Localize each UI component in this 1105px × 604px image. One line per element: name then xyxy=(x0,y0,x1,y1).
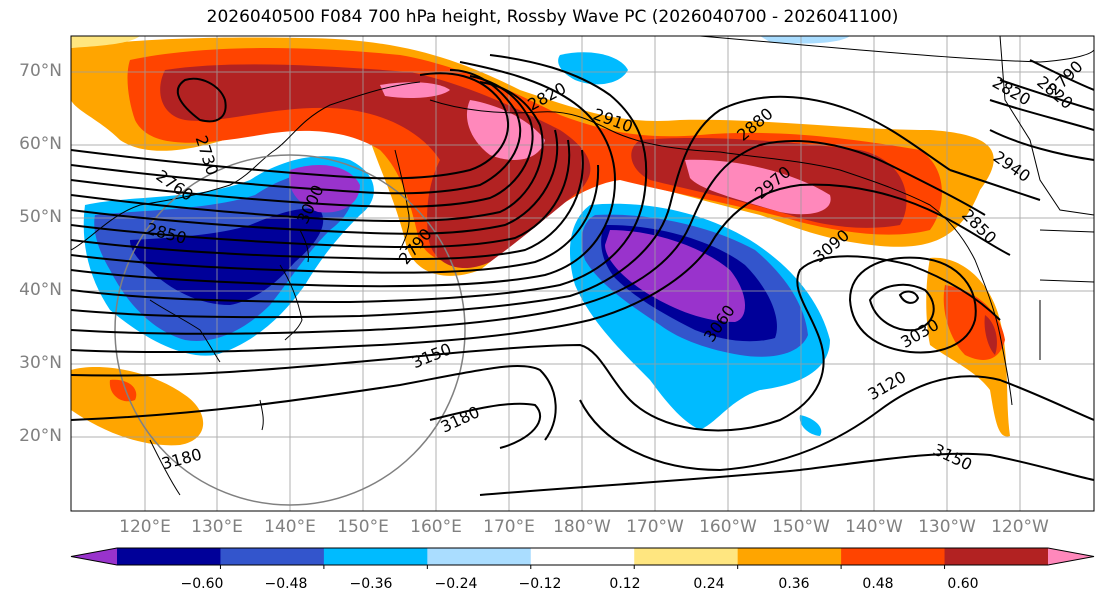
colorbar-segment xyxy=(220,548,325,565)
height-contours xyxy=(71,54,1094,496)
colorbar-tick-label: 0.24 xyxy=(693,576,725,592)
lon-label: 160°W xyxy=(699,517,757,537)
colorbar-extend-min xyxy=(71,548,117,565)
colorbar xyxy=(70,547,1095,569)
colorbar-outline xyxy=(70,547,1095,566)
colorbar-tick-label: −0.48 xyxy=(264,576,308,592)
lon-label: 160°E xyxy=(410,517,462,537)
colorbar-tick-label: −0.12 xyxy=(518,576,562,592)
lat-label: 20°N xyxy=(19,426,62,446)
colorbar-segment xyxy=(634,548,739,565)
colorbar-tick-label: 0.36 xyxy=(778,576,810,592)
colorbar-segment xyxy=(323,548,428,565)
colorbar-tick-label: −0.36 xyxy=(349,576,393,592)
colorbar-segment xyxy=(841,548,946,565)
colorbar-segment xyxy=(530,548,635,565)
lon-label: 140°E xyxy=(264,517,316,537)
colorbar-tick-label: −0.24 xyxy=(434,576,478,592)
map-frame xyxy=(70,35,1095,512)
lon-label: 130°E xyxy=(191,517,243,537)
colorbar-tick-label: −0.60 xyxy=(180,576,224,592)
lat-label: 40°N xyxy=(19,280,62,300)
lat-label: 30°N xyxy=(19,353,62,373)
lon-label: 170°E xyxy=(483,517,535,537)
lon-label: 150°E xyxy=(337,517,389,537)
colorbar-tick-label: 0.12 xyxy=(609,576,641,592)
lon-label: 130°W xyxy=(918,517,976,537)
colorbar-segment xyxy=(427,548,532,565)
lon-label: 120°E xyxy=(119,517,171,537)
map-title: 2026040500 F084 700 hPa height, Rossby W… xyxy=(206,7,899,27)
colorbar-segment xyxy=(117,548,221,565)
graticule xyxy=(71,36,1094,511)
colorbar-segment xyxy=(944,548,1049,565)
lat-label: 50°N xyxy=(19,207,62,227)
lon-label: 120°W xyxy=(991,517,1049,537)
lon-label: 140°W xyxy=(845,517,903,537)
lon-label: 180°W xyxy=(553,517,611,537)
reference-circle xyxy=(114,154,466,506)
colorbar-segment xyxy=(737,548,842,565)
colorbar-tick-label: 0.48 xyxy=(862,576,894,592)
lon-label: 150°W xyxy=(772,517,830,537)
lat-label: 60°N xyxy=(19,134,62,154)
lat-label: 70°N xyxy=(19,61,62,81)
colorbar-tick-label: 0.60 xyxy=(947,576,979,592)
colorbar-extend-max xyxy=(1048,548,1094,565)
lon-label: 170°W xyxy=(626,517,684,537)
